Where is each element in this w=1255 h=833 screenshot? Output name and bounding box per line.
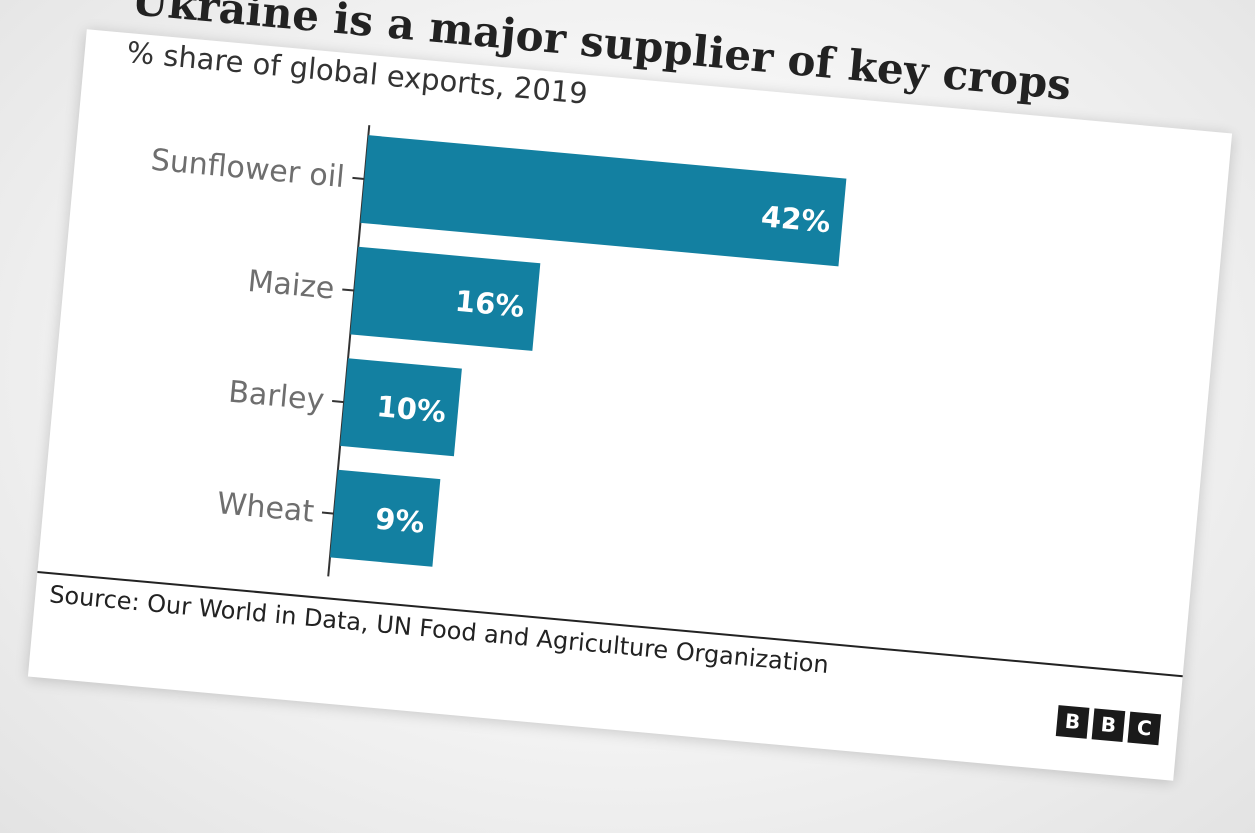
category-label: Wheat	[216, 486, 316, 530]
data-label: 42%	[760, 199, 832, 239]
bar	[350, 246, 541, 351]
category-label: Barley	[227, 375, 326, 419]
bar-chart: Sunflower oil 42% Maize 16% Barley 10% Wheat 9%	[149, 125, 847, 577]
bar	[329, 469, 441, 567]
bbc-logo-letter: C	[1127, 711, 1162, 746]
bar	[340, 358, 462, 457]
bbc-logo-letter: B	[1055, 705, 1090, 739]
bar	[360, 135, 847, 267]
category-label: Maize	[246, 264, 336, 307]
data-label: 16%	[454, 284, 526, 324]
bbc-logo-letter: B	[1091, 708, 1126, 743]
category-label: Sunflower oil	[149, 143, 346, 195]
y-tick	[342, 288, 355, 292]
data-label: 10%	[375, 389, 447, 429]
bbc-logo: B B C	[1055, 705, 1162, 746]
y-tick	[332, 399, 345, 404]
y-tick	[321, 511, 335, 515]
chart-card: Ukraine is a major supplier of key crops…	[27, 0, 1233, 781]
data-label: 9%	[374, 501, 426, 539]
y-tick	[352, 176, 365, 180]
